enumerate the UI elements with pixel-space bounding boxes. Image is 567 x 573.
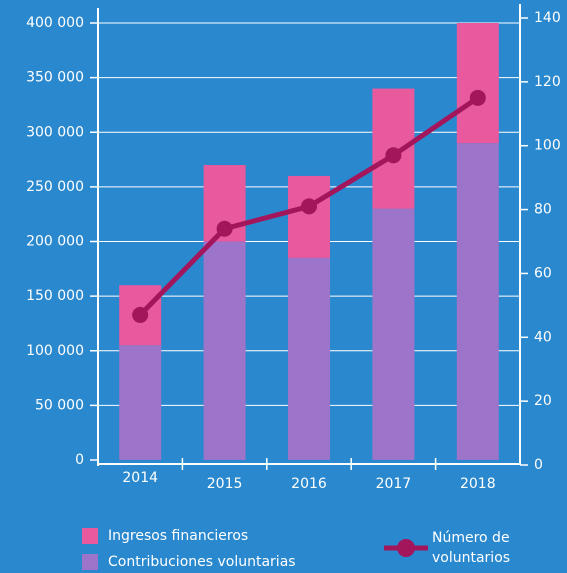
legend-label: Contribuciones voluntarias [108,554,296,570]
y-tick-label: 200 000 [26,234,84,250]
y2-tick-label: 80 [534,202,552,218]
legend-label: Número de voluntarios [432,530,511,566]
bar [203,241,246,460]
legend-item: Ingresos financieros [82,528,248,544]
y-tick-label: 400 000 [26,15,84,31]
legend-label: Ingresos financieros [108,528,249,544]
line-marker [301,198,317,215]
x-tick-label: 2018 [460,476,496,492]
legend-swatch [82,528,98,544]
y-tick-label: 150 000 [26,288,84,304]
y-tick-label: 100 000 [26,343,84,359]
legend-line-icon [384,539,428,557]
line-marker [385,147,402,164]
y2-tick-label: 0 [534,457,543,473]
x-tick-label: 2016 [291,476,327,492]
y2-tick-label: 120 [534,74,561,90]
legend-item: Contribuciones voluntarias [82,554,296,570]
x-tick-label: 2015 [207,476,243,492]
bar [372,208,415,460]
y-tick-label: 0 [75,452,84,468]
bar [288,257,330,460]
y2-tick-label: 100 [534,138,561,154]
y2-tick-label: 40 [534,329,552,345]
legend-marker [397,539,415,557]
line-marker [216,220,233,237]
legend-swatch [82,554,98,570]
bar [456,143,499,461]
line-marker [132,306,149,323]
y2-tick-label: 140 [534,10,561,26]
y-tick-label: 300 000 [26,124,84,140]
y-tick-label: 250 000 [26,179,84,195]
bar [119,345,162,460]
bar [288,175,330,258]
x-tick-label: 2014 [122,470,158,486]
y-tick-label: 50 000 [35,397,84,413]
legend-item: Número de voluntarios [384,528,532,568]
line-marker [469,89,486,106]
bar [456,23,499,144]
y-tick-label: 350 000 [26,70,84,86]
x-tick-label: 2017 [376,476,412,492]
chart: 0 50 000 100 000 150 000 200 000 250 000 300 0… [26,4,561,492]
y2-tick-label: 60 [534,265,552,281]
y2-tick-label: 20 [534,393,552,409]
